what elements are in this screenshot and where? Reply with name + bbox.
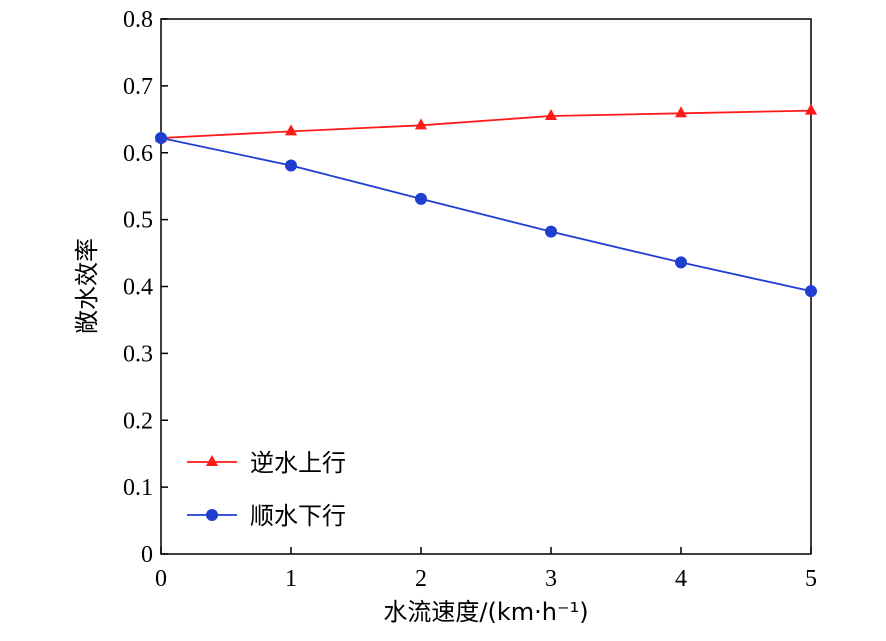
- axis-ticks: 0 0.1 0.2 0.3 0.4 0.5 0.6 0.7 0.8 0 1 2 3 4 5: [123, 7, 817, 592]
- y-tick-label: 0.2: [123, 408, 153, 434]
- data-point-series-1: [675, 256, 687, 269]
- y-tick-label: 0.3: [123, 341, 153, 367]
- x-tick-label: 2: [415, 566, 427, 592]
- legend-marker-downstream: [206, 509, 218, 521]
- data-point-series-1: [155, 132, 167, 145]
- y-tick-label: 0.4: [123, 275, 153, 301]
- data-point-series-0: [805, 103, 817, 115]
- data-point-series-0: [285, 124, 297, 136]
- y-tick-label: 0.1: [123, 475, 153, 501]
- legend-label-upstream: 逆水上行: [250, 449, 346, 477]
- y-tick-label: 0: [141, 542, 153, 568]
- x-tick-label: 0: [155, 566, 167, 592]
- x-tick-label: 1: [285, 566, 297, 592]
- series-line-1: [160, 137, 812, 293]
- legend-marker-upstream: [206, 455, 218, 466]
- data-point-series-0: [545, 108, 557, 120]
- data-point-series-1: [415, 192, 427, 205]
- x-tick-label: 3: [545, 566, 557, 592]
- series-line-0: [160, 109, 812, 139]
- data-point-series-1: [805, 285, 817, 298]
- data-point-series-0: [675, 106, 687, 118]
- y-tick-label: 0.5: [123, 208, 153, 234]
- series-lines: [160, 109, 812, 293]
- x-tick-label: 4: [675, 566, 687, 592]
- data-point-series-0: [415, 118, 427, 130]
- data-point-series-1: [285, 159, 297, 172]
- legend-label-downstream: 顺水下行: [250, 502, 346, 530]
- x-tick-label: 5: [805, 566, 817, 592]
- series-markers: [155, 103, 817, 298]
- y-tick-label: 0.6: [123, 141, 153, 167]
- y-axis-title: 敞水效率: [73, 238, 101, 334]
- legend: 逆水上行 顺水下行: [187, 449, 346, 530]
- data-point-series-1: [545, 225, 557, 238]
- x-axis-title: 水流速度/(km·h⁻¹): [383, 598, 588, 626]
- y-tick-label: 0.7: [123, 74, 153, 100]
- y-tick-label: 0.8: [123, 7, 153, 33]
